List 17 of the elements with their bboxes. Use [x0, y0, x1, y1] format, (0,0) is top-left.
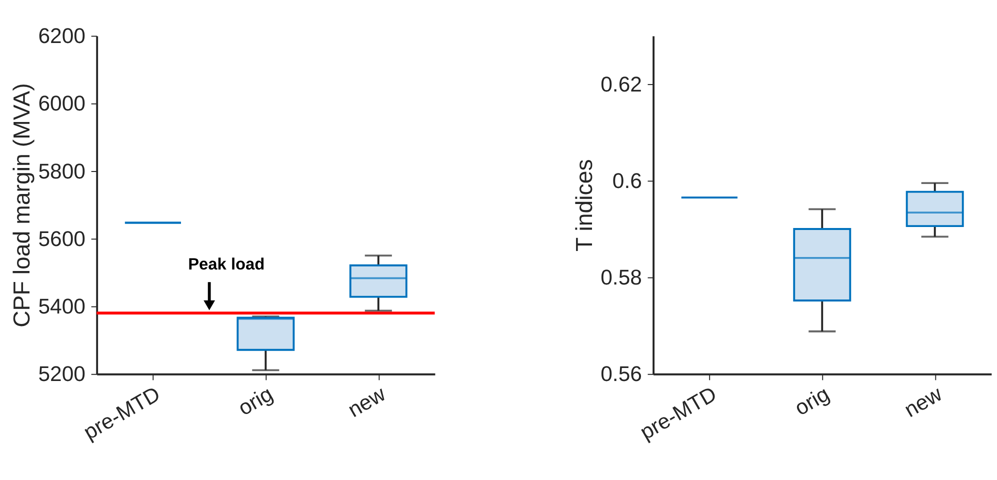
y-tick-label: 6000: [38, 92, 86, 116]
x-tick-label: orig: [234, 382, 277, 420]
y-tick-label: 5200: [38, 362, 86, 386]
y-axis-title: T indices: [570, 159, 597, 252]
y-axis-title: CPF load margin (MVA): [8, 83, 35, 328]
y-tick-label: 0.6: [612, 168, 642, 193]
y-tick-label: 0.58: [600, 266, 642, 290]
ref-line-label: Peak load: [188, 256, 265, 274]
y-tick-label: 5400: [38, 294, 86, 319]
y-tick-label: 0.62: [600, 72, 642, 96]
y-tick-label: 5600: [38, 226, 86, 251]
x-tick-label: new: [344, 381, 390, 422]
x-tick-label: new: [900, 381, 947, 422]
y-tick-label: 6200: [38, 24, 86, 48]
y-tick-label: 5800: [38, 159, 86, 184]
x-tick-label: orig: [790, 382, 834, 420]
y-tick-label: 0.56: [600, 362, 642, 386]
